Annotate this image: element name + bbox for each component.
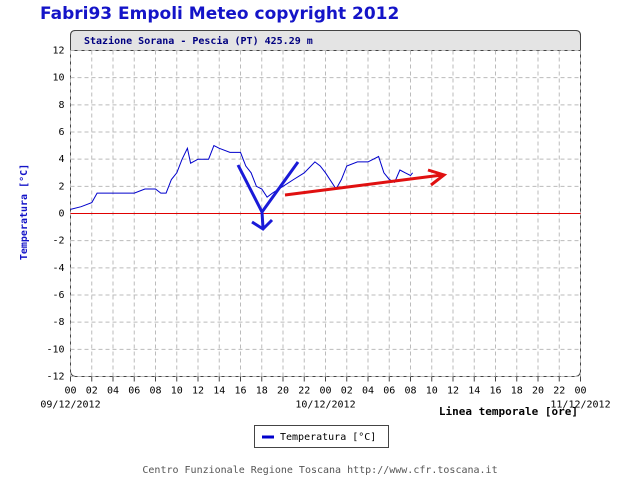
legend-label: Temperatura [°C]	[280, 432, 376, 443]
x-tick-label: 04	[362, 386, 374, 397]
y-tick-label: 2	[58, 181, 64, 192]
x-tick-label: 00	[319, 386, 331, 397]
x-tick-label: 00	[574, 386, 586, 397]
y-tick-label: -2	[52, 236, 64, 247]
x-tick-label: 06	[128, 386, 140, 397]
x-tick-label: 22	[298, 386, 310, 397]
y-tick-label: -12	[46, 372, 64, 383]
y-tick-label: 0	[58, 209, 64, 220]
y-axis-label: Temperatura [°C]	[19, 164, 30, 260]
temperature-line	[70, 144, 413, 210]
header-band	[70, 30, 581, 51]
x-tick-label: 16	[489, 386, 501, 397]
y-tick-label: 10	[52, 73, 64, 84]
x-tick-label: 18	[511, 386, 523, 397]
date-label: 11/12/2012	[550, 400, 610, 411]
x-tick-label: 04	[107, 386, 119, 397]
footer: Centro Funzionale Regione Toscana http:/…	[142, 465, 497, 476]
x-tick-label: 14	[213, 386, 225, 397]
y-tick-label: -6	[52, 290, 64, 301]
y-tick-label: 4	[58, 154, 64, 165]
date-label: 10/12/2012	[295, 400, 355, 411]
x-tick-label: 22	[553, 386, 565, 397]
chart-title: Fabri93 Empoli Meteo copyright 2012	[40, 4, 399, 24]
x-tick-label: 14	[468, 386, 480, 397]
x-tick-label: 08	[404, 386, 416, 397]
y-tick-label: 6	[58, 127, 64, 138]
x-tick-label: 10	[171, 386, 183, 397]
annotations	[236, 161, 448, 231]
x-tick-label: 02	[341, 386, 353, 397]
date-label: 09/12/2012	[40, 400, 100, 411]
y-tick-label: -10	[46, 344, 64, 355]
x-tick-label: 12	[192, 386, 204, 397]
x-tick-label: 18	[256, 386, 268, 397]
hand-drawn-arrow-down	[251, 211, 274, 231]
x-tick-label: 00	[64, 386, 76, 397]
x-tick-label: 08	[149, 386, 161, 397]
hand-drawn-arrow-red	[284, 168, 448, 197]
y-tick-label: 12	[52, 46, 64, 57]
station-subtitle: Stazione Sorana - Pescia (PT) 425.29 m	[84, 35, 313, 47]
y-tick-label: -4	[52, 263, 64, 274]
x-tick-label: 12	[447, 386, 459, 397]
x-tick-label: 16	[234, 386, 246, 397]
x-tick-label: 20	[532, 386, 544, 397]
x-tick-label: 02	[86, 386, 98, 397]
x-tick-label: 06	[383, 386, 395, 397]
x-axis-label: Linea temporale [ore]	[439, 405, 578, 418]
y-tick-label: 8	[58, 100, 64, 111]
x-tick-label: 10	[426, 386, 438, 397]
legend-box	[254, 425, 389, 448]
y-tick-label: -8	[52, 317, 64, 328]
x-tick-label: 20	[277, 386, 289, 397]
